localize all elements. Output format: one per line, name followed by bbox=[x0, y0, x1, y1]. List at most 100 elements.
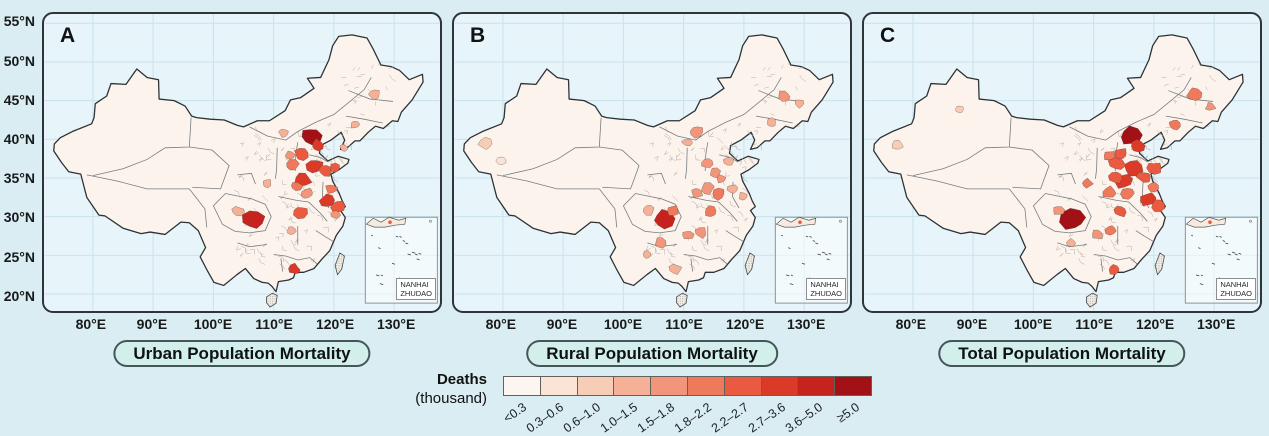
region-patch bbox=[339, 143, 348, 152]
region-patch bbox=[278, 128, 289, 138]
inset-label-line2: ZHUDAO bbox=[400, 289, 432, 298]
lon-tick-label: 80°E bbox=[895, 316, 927, 332]
region-patch bbox=[1135, 171, 1151, 183]
region-patch bbox=[654, 237, 667, 249]
lon-tick-label: 110°E bbox=[665, 316, 703, 332]
lon-tick-label: 90°E bbox=[546, 316, 578, 332]
legend-swatch bbox=[834, 376, 872, 396]
legend-class-label: 2.7–3.6 bbox=[745, 400, 788, 436]
inset-label-line2: ZHUDAO bbox=[1220, 289, 1252, 298]
region-patch bbox=[285, 150, 296, 160]
region-patch bbox=[290, 181, 304, 192]
lat-tick-label: 25°N bbox=[3, 248, 35, 265]
region-patch bbox=[1053, 206, 1066, 215]
map-panel-total: C NANHAI ZHUDAO bbox=[862, 12, 1262, 313]
region-patch bbox=[231, 206, 245, 217]
region-patch bbox=[241, 210, 266, 229]
hainan-island-stipple bbox=[1086, 293, 1098, 308]
inset-label: NANHAI ZHUDAO bbox=[396, 278, 436, 300]
panel-title-urban: Urban Population Mortality bbox=[113, 340, 371, 367]
region-patch bbox=[1107, 171, 1123, 184]
legend-swatch bbox=[650, 376, 688, 396]
map-panel-rural: B NANHAI ZHUDAO bbox=[452, 12, 852, 313]
region-patch bbox=[726, 184, 739, 194]
panel-title-text: Total Population Mortality bbox=[958, 343, 1166, 363]
lon-tick-label: 80°E bbox=[485, 316, 517, 332]
lon-tick-label: 100°E bbox=[193, 316, 233, 332]
longitude-axis-b: 80°E 90°E 100°E 110°E 120°E 130°E bbox=[452, 316, 852, 336]
region-patch bbox=[1131, 138, 1146, 153]
panel-title-text: Urban Population Mortality bbox=[133, 343, 351, 363]
taiwan-island-stipple bbox=[1155, 252, 1165, 275]
panel-letter-c: C bbox=[880, 24, 896, 47]
hainan-island-stipple bbox=[676, 293, 688, 308]
region-patch bbox=[682, 231, 695, 240]
legend-colorbar bbox=[503, 376, 872, 396]
region-patch bbox=[330, 200, 346, 213]
region-patch bbox=[1113, 205, 1127, 218]
inset-label: NANHAI ZHUDAO bbox=[806, 278, 846, 300]
legend-title: Deaths (thousand) bbox=[385, 371, 487, 409]
inset-label-line1: NANHAI bbox=[400, 280, 429, 289]
lon-tick-label: 130°E bbox=[377, 316, 416, 332]
region-patch bbox=[643, 250, 652, 259]
lon-tick-label: 90°E bbox=[956, 316, 988, 332]
region-patch bbox=[350, 120, 361, 129]
region-patch bbox=[495, 156, 507, 165]
legend-swatch bbox=[797, 376, 836, 396]
region-patch bbox=[1104, 225, 1117, 236]
taiwan-island-stipple bbox=[745, 252, 755, 275]
legend-swatch bbox=[503, 376, 541, 396]
lon-tick-label: 120°E bbox=[725, 316, 765, 332]
region-patch bbox=[1204, 102, 1217, 111]
inset-label: NANHAI ZHUDAO bbox=[1216, 278, 1256, 300]
region-patch bbox=[1151, 199, 1166, 212]
region-patch bbox=[738, 192, 748, 201]
county-borders bbox=[234, 63, 397, 270]
region-patch bbox=[325, 184, 339, 194]
lat-tick-label: 30°N bbox=[3, 209, 35, 226]
region-patch bbox=[318, 193, 335, 207]
legend-class-label: ≥5.0 bbox=[833, 400, 862, 426]
china-map-urban bbox=[44, 14, 440, 311]
region-patch bbox=[701, 158, 714, 168]
panel-letter-a: A bbox=[60, 24, 76, 47]
legend-swatch bbox=[613, 376, 652, 396]
legend-class-label: 1.0–1.5 bbox=[597, 400, 641, 436]
region-patch bbox=[667, 205, 679, 216]
legend-swatch bbox=[576, 376, 615, 396]
hainan-island-stipple bbox=[266, 293, 278, 308]
legend-swatch bbox=[686, 376, 725, 396]
legend-title-line1: Deaths bbox=[436, 371, 487, 388]
legend-title-line2: (thousand) bbox=[415, 389, 487, 407]
region-patch bbox=[722, 156, 734, 166]
legend-swatch bbox=[539, 376, 578, 396]
region-patch bbox=[705, 205, 717, 217]
lon-tick-label: 120°E bbox=[315, 316, 355, 332]
region-patch bbox=[716, 174, 727, 184]
latitude-axis: 55°N 50°N 45°N 40°N 35°N 30°N 25°N 20°N bbox=[0, 12, 38, 313]
region-patch bbox=[1102, 185, 1117, 198]
region-patch bbox=[1185, 87, 1203, 101]
legend-swatch bbox=[723, 376, 762, 396]
region-patch bbox=[312, 138, 324, 152]
region-patch bbox=[712, 187, 725, 201]
region-patch bbox=[891, 139, 904, 150]
legend-class-label: 3.6–5.0 bbox=[782, 400, 825, 436]
region-patch bbox=[1092, 229, 1103, 240]
legend-class-label: 1.5–1.8 bbox=[634, 400, 678, 436]
choropleth-patches bbox=[891, 87, 1217, 275]
region-patch bbox=[286, 159, 300, 171]
region-patch bbox=[778, 90, 791, 102]
region-patch bbox=[642, 205, 655, 216]
region-patch bbox=[691, 188, 704, 198]
inset-label-line1: NANHAI bbox=[1220, 280, 1249, 289]
china-map-total bbox=[864, 14, 1260, 311]
longitude-axis-a: 80°E 90°E 100°E 110°E 120°E 130°E bbox=[42, 316, 442, 336]
longitude-axis-c: 80°E 90°E 100°E 110°E 120°E 130°E bbox=[862, 316, 1262, 336]
region-patch bbox=[794, 99, 805, 109]
lon-tick-label: 100°E bbox=[1013, 316, 1053, 332]
lat-tick-label: 20°N bbox=[3, 287, 35, 304]
region-patch bbox=[690, 126, 703, 139]
